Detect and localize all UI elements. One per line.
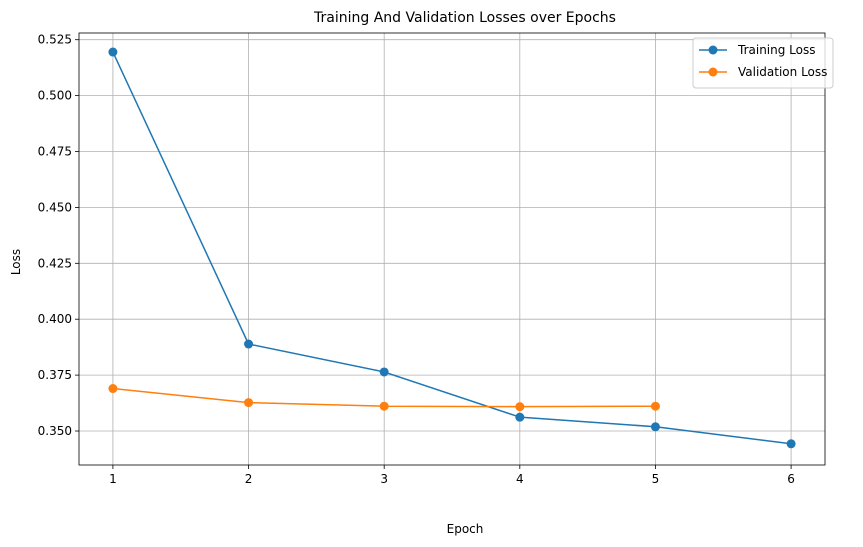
data-point	[379, 367, 389, 377]
y-tick-label: 0.500	[38, 89, 72, 103]
series-training-loss	[108, 47, 796, 449]
data-point	[650, 422, 660, 432]
y-tick-label: 0.350	[38, 424, 72, 438]
y-tick-label: 0.425	[38, 256, 72, 270]
legend-entry-training: Training Loss	[699, 43, 815, 57]
data-point	[786, 439, 796, 449]
plot-area-frame	[78, 32, 826, 466]
series-validation-loss	[108, 384, 660, 412]
x-axis: 1 2 3 4 5 6	[109, 465, 795, 486]
y-tick-label: 0.450	[38, 200, 72, 214]
x-tick-label: 3	[380, 472, 388, 486]
data-point	[244, 398, 254, 408]
data-point	[515, 402, 525, 412]
grid	[79, 33, 825, 465]
x-tick-label: 4	[516, 472, 524, 486]
chart-title: Training And Validation Losses over Epoc…	[313, 10, 616, 26]
x-tick-label: 2	[245, 472, 253, 486]
legend-swatch-marker	[708, 67, 718, 77]
y-tick-label: 0.475	[38, 145, 72, 159]
legend-entry-validation: Validation Loss	[699, 65, 827, 79]
data-point	[379, 401, 389, 411]
data-point	[650, 401, 660, 411]
data-point	[244, 339, 254, 349]
y-tick-label: 0.375	[38, 368, 72, 382]
legend-label: Training Loss	[737, 43, 815, 57]
series-line	[112, 51, 792, 445]
y-axis-label: Loss	[9, 249, 23, 275]
x-tick-label: 1	[109, 472, 117, 486]
x-tick-label: 5	[652, 472, 660, 486]
y-tick-label: 0.400	[38, 312, 72, 326]
legend-swatch-marker	[708, 45, 718, 55]
data-point	[108, 47, 118, 57]
legend-frame	[692, 37, 834, 89]
x-axis-label: Epoch	[447, 522, 484, 536]
data-point	[108, 384, 118, 394]
data-point	[515, 412, 525, 422]
y-axis: 0.350 0.375 0.400 0.425 0.450 0.475 0.500 0.525	[38, 33, 79, 438]
legend: Training Loss Validation Loss	[692, 37, 834, 89]
x-tick-label: 6	[787, 472, 795, 486]
y-tick-label: 0.525	[38, 33, 72, 47]
legend-label: Validation Loss	[738, 65, 827, 79]
series-layer	[108, 47, 796, 449]
